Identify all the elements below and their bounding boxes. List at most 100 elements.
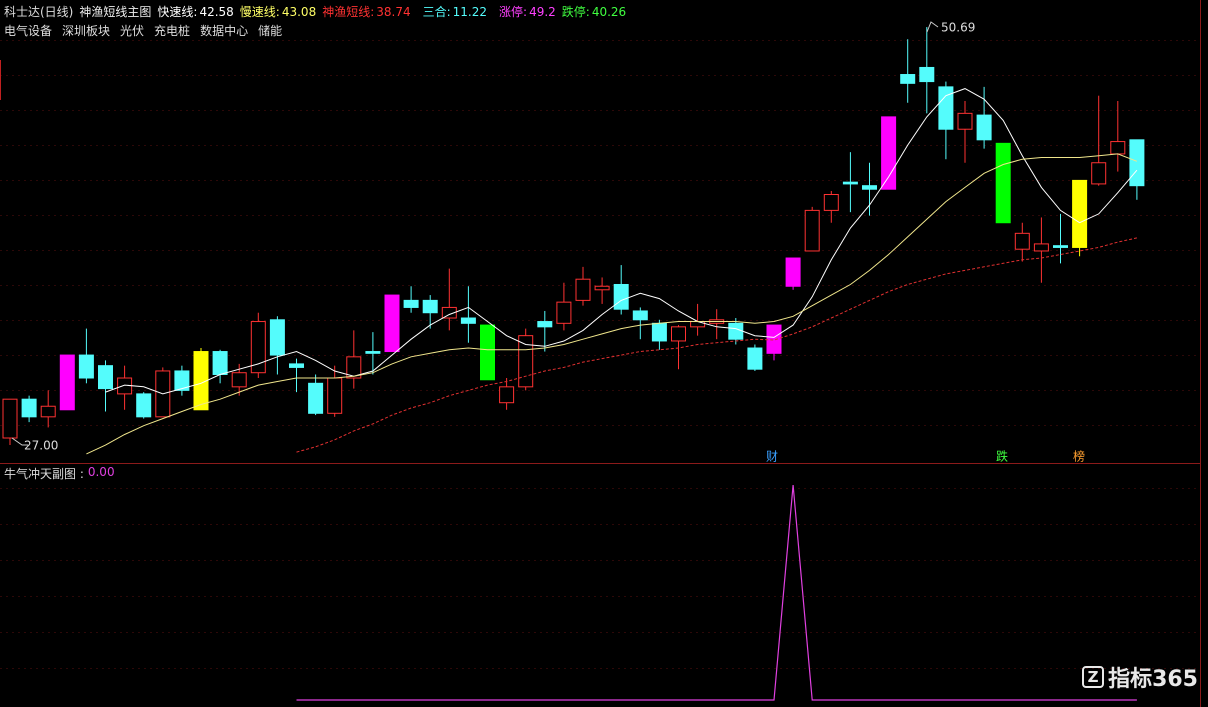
candle-body — [1072, 179, 1088, 248]
readout: 快速线: 42.58 — [157, 3, 233, 20]
readout-value: 42.58 — [199, 5, 234, 19]
candle-body — [995, 142, 1011, 224]
candle-body — [518, 335, 534, 388]
indicator-line — [105, 88, 1138, 395]
candle-body — [671, 326, 686, 342]
candle-body — [1053, 245, 1068, 248]
grid-pattern — [0, 40, 1200, 460]
candle-body — [460, 317, 476, 324]
candle-body — [766, 324, 782, 354]
candle-body — [384, 294, 400, 353]
candle-body — [308, 382, 324, 414]
candle-body — [747, 347, 763, 370]
indicator-line — [86, 153, 1138, 455]
candle-body — [193, 351, 209, 411]
indicator-line — [296, 237, 1138, 453]
main-panel — [2, 27, 1145, 455]
watermark-text: 指标365 — [1108, 667, 1198, 692]
candle-body — [212, 351, 228, 375]
candle-body — [403, 299, 419, 308]
candle-body — [651, 322, 667, 342]
marker: 跌 — [996, 449, 1008, 464]
candle-body — [1110, 141, 1126, 155]
low-pointer — [11, 437, 28, 446]
readout: 三合: 11.22 — [423, 3, 487, 20]
candle-body — [2, 398, 18, 439]
readout-name: 神渔短线: — [322, 5, 375, 19]
candle-body — [1091, 162, 1107, 185]
candle-body — [976, 114, 992, 141]
marker: 财 — [766, 450, 778, 464]
candle-body — [556, 301, 572, 324]
candle-body — [98, 365, 113, 390]
candle-body — [823, 194, 839, 211]
candle-body — [537, 321, 553, 328]
candle-body — [250, 321, 266, 374]
candle-body — [327, 377, 343, 414]
candle-body — [632, 310, 648, 321]
candle-body — [900, 74, 916, 84]
candle-body — [957, 112, 973, 130]
low-label: 27.00 — [24, 439, 58, 453]
readout: 神渔短线: 38.74 — [322, 3, 410, 20]
sectors: 电气设备 深圳板块 光伏 充电桩 数据中心 储能 — [4, 22, 282, 39]
sub-title: 牛气冲天副图 : — [4, 467, 84, 481]
sub-line — [296, 484, 1137, 701]
readout-value: 49.2 — [529, 5, 556, 19]
sector: 深圳板块 — [62, 24, 111, 38]
high-label: 50.69 — [941, 21, 975, 35]
readout-value: 38.74 — [376, 5, 411, 19]
candle-body — [21, 398, 37, 418]
sub-header: 牛气冲天副图 : 0.00 — [4, 465, 115, 482]
candle-body — [499, 386, 515, 404]
candle-body — [842, 181, 858, 185]
candle-body — [174, 370, 190, 391]
sector: 电气设备 — [4, 24, 53, 38]
candle-body — [613, 283, 629, 310]
candle-body — [804, 209, 820, 252]
candle-body — [269, 319, 285, 356]
readout: 跌停: 40.26 — [562, 3, 626, 20]
candle-body — [1014, 232, 1030, 250]
readout-name: 慢速线: — [239, 5, 280, 19]
sector: 光伏 — [120, 24, 145, 38]
readout-name: 三合: — [422, 5, 451, 19]
marker: 榜 — [1073, 449, 1085, 464]
candle-body — [785, 257, 801, 287]
candle-body — [594, 285, 610, 291]
candle-body — [231, 372, 247, 388]
candle-body — [919, 66, 935, 83]
header: 科士达(日线) 神渔短线主图 快速线: 42.58 慢速线: 43.08 神渔短线: 38… — [4, 3, 626, 20]
readout: 慢速线: 43.08 — [240, 3, 316, 20]
candle-body — [346, 356, 362, 379]
candle-body — [441, 306, 457, 319]
grid-pattern — [0, 485, 1200, 700]
readout-value: 43.08 — [281, 5, 317, 19]
candle-body — [938, 86, 954, 130]
stock-name: 科士达(日线) — [4, 5, 74, 19]
candle-body — [78, 354, 94, 379]
candle-body — [575, 278, 591, 301]
sub-value: 0.00 — [87, 465, 115, 479]
readout-name: 跌停: — [561, 5, 590, 19]
candle-body — [1033, 243, 1049, 252]
sector: 储能 — [258, 24, 283, 38]
candle-body — [881, 116, 897, 190]
indicator-name: 神渔短线主图 — [79, 5, 152, 19]
candle-body — [40, 405, 56, 418]
candle-body — [365, 351, 381, 354]
readout-value: 11.22 — [452, 5, 488, 19]
sector: 充电桩 — [154, 24, 191, 38]
sub-panel — [296, 484, 1137, 701]
readout-value: 40.26 — [591, 5, 627, 19]
sector: 数据中心 — [200, 24, 249, 38]
candle-body — [289, 363, 304, 368]
readout: 涨停: 49.2 — [499, 3, 556, 20]
candle-body — [59, 354, 75, 411]
candle-body — [480, 324, 495, 381]
candle-body — [862, 185, 877, 190]
logo: Z — [1082, 666, 1105, 688]
candle-body — [728, 322, 744, 340]
